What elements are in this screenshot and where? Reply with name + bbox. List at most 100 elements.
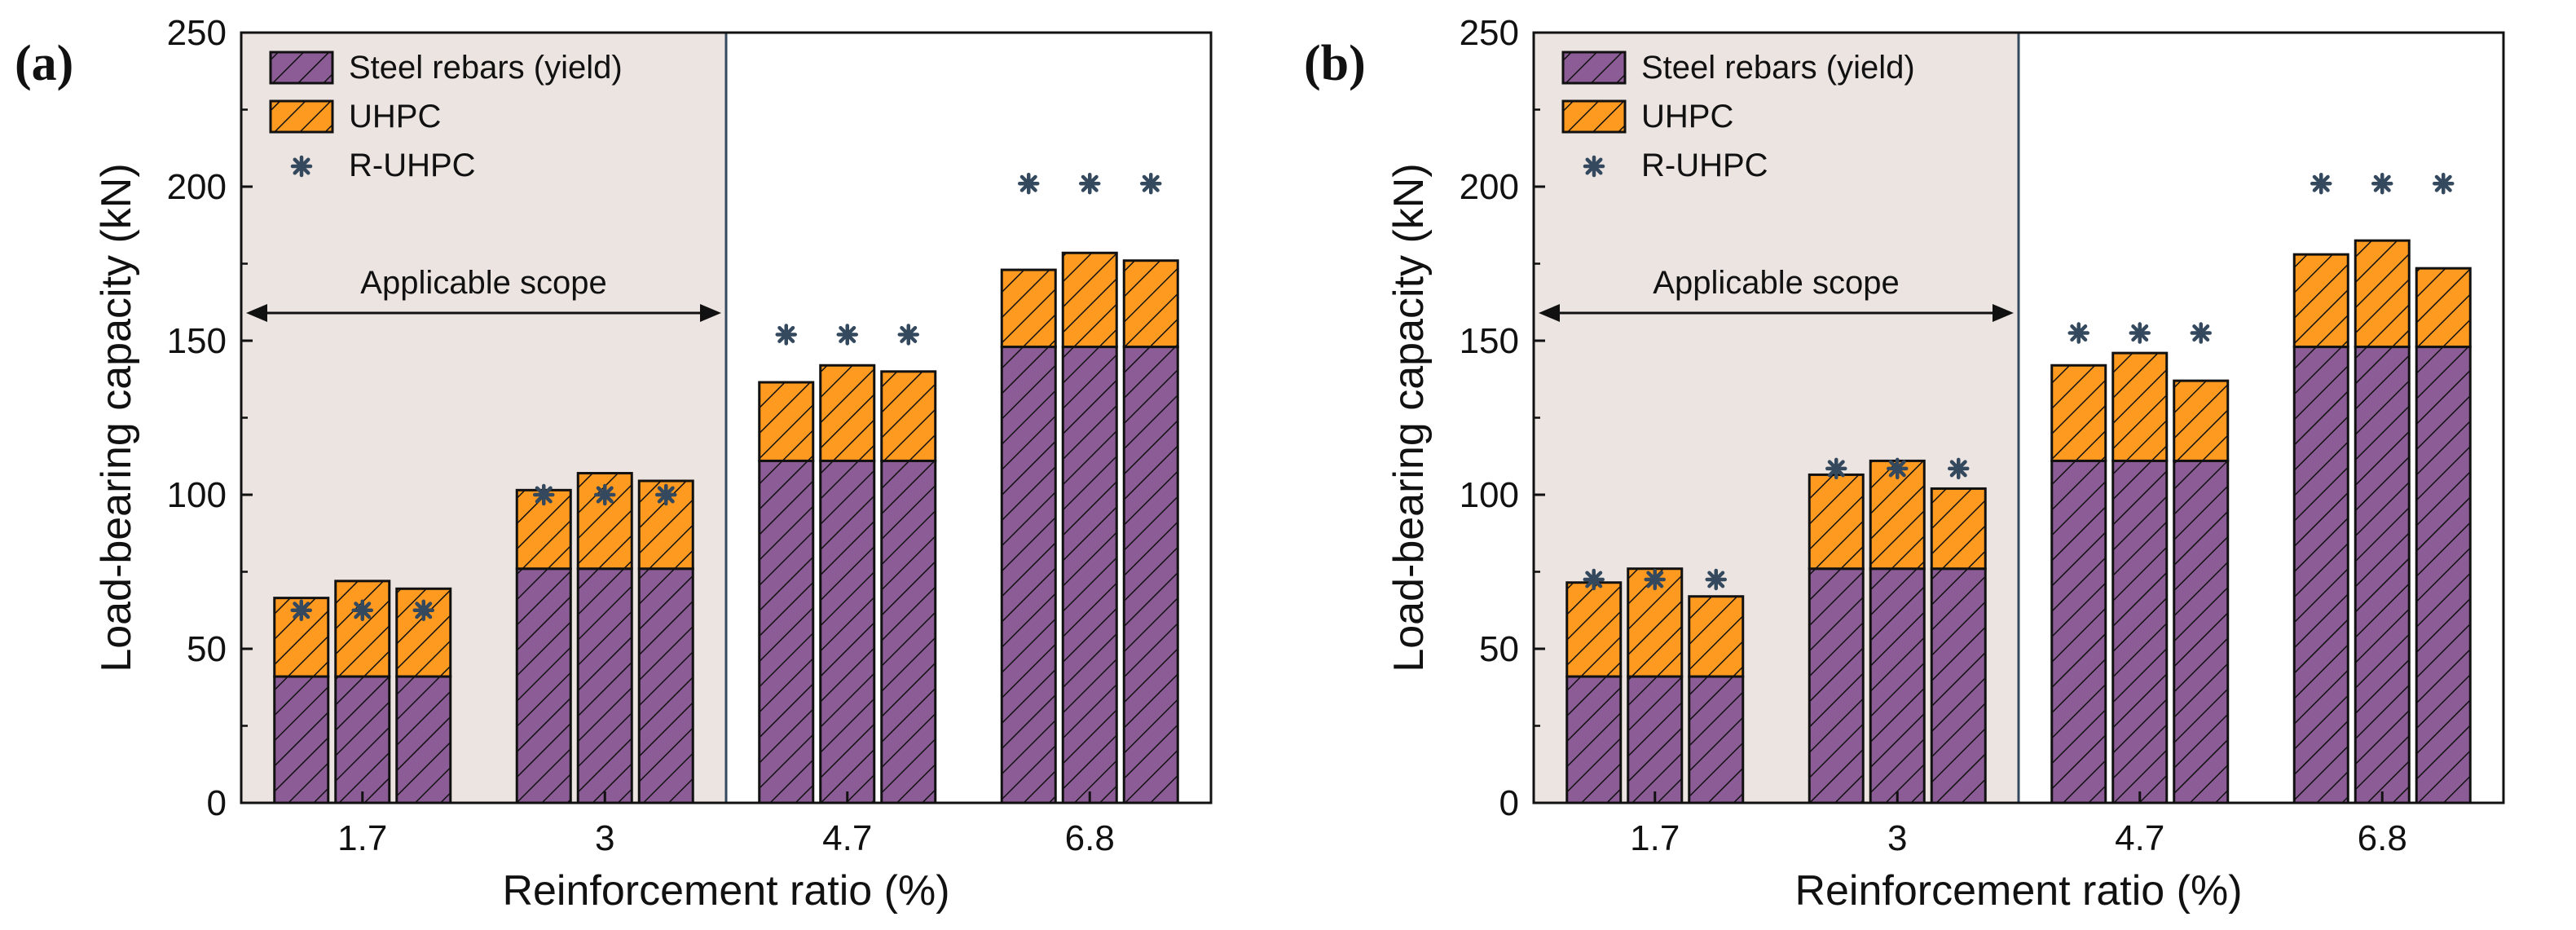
y-tick-label: 150 (1460, 321, 1519, 361)
y-tick-label: 200 (1460, 167, 1519, 207)
marker-r-uhpc-1.7-2 (1644, 568, 1666, 591)
marker-r-uhpc-3-3 (655, 483, 677, 506)
bar-uhpc-1.7-2 (334, 580, 391, 678)
scope-arrow-left-head (246, 303, 267, 322)
bar-steel-1.7-2 (1627, 675, 1684, 804)
x-tick-label: 6.8 (1065, 818, 1115, 858)
bar-steel-1.7-2 (334, 675, 391, 804)
x-tick-label: 3 (595, 818, 614, 858)
bar-steel-4.7-2 (2111, 459, 2169, 804)
bar-uhpc-1.7-3 (1688, 595, 1745, 678)
bar-uhpc-6.8-2 (2354, 239, 2411, 349)
x-tick-label: 3 (1887, 818, 1907, 858)
bar-steel-4.7-3 (880, 459, 937, 804)
x-axis-title: Reinforcement ratio (%) (1794, 867, 2242, 915)
x-tick-label: 1.7 (337, 818, 387, 858)
bar-steel-3-3 (1930, 567, 1987, 804)
bar-uhpc-4.7-3 (880, 370, 937, 462)
bar-uhpc-6.8-3 (1122, 259, 1179, 349)
marker-r-uhpc-6.8-2 (1079, 172, 1101, 195)
legend-swatch-uhpc (1561, 99, 1627, 134)
bar-uhpc-6.8-3 (2415, 267, 2472, 349)
bar-steel-6.8-1 (1000, 346, 1057, 804)
legend-label-r-uhpc: R-UHPC (1641, 148, 1768, 183)
legend-marker-r-uhpc (290, 155, 313, 178)
scope-arrow-right-head (1993, 303, 2014, 322)
marker-r-uhpc-1.7-1 (290, 599, 312, 621)
bar-uhpc-3-1 (515, 488, 572, 571)
legend-swatch-steel (1561, 51, 1627, 85)
marker-r-uhpc-1.7-1 (1583, 568, 1605, 591)
bar-steel-3-3 (637, 567, 694, 804)
y-tick-label: 50 (1479, 629, 1519, 669)
bar-uhpc-3-3 (637, 479, 694, 571)
bar-steel-6.8-3 (1122, 346, 1179, 804)
x-tick-label: 6.8 (2358, 818, 2407, 858)
chart-panel-a: 0 50 100 150 200 250 1.7 3 4.7 6.8 Reinforcement r… (15, 13, 1213, 915)
marker-r-uhpc-3-3 (1948, 457, 1970, 480)
marker-r-uhpc-4.7-3 (897, 324, 919, 346)
bar-uhpc-4.7-2 (819, 364, 876, 462)
y-tick-label: 250 (1460, 13, 1519, 53)
scope-label: Applicable scope (360, 265, 606, 301)
legend-label-uhpc: UHPC (349, 99, 441, 134)
bar-uhpc-3-1 (1808, 473, 1865, 571)
y-tick-label: 200 (167, 167, 227, 207)
y-tick-label: 100 (1460, 475, 1519, 515)
marker-r-uhpc-3-1 (1825, 457, 1847, 480)
x-tick-label: 1.7 (1630, 818, 1680, 858)
bar-uhpc-6.8-2 (1061, 251, 1118, 349)
y-tick-label: 0 (207, 783, 227, 823)
legend-marker-r-uhpc (1583, 155, 1605, 178)
marker-r-uhpc-4.7-1 (2067, 322, 2089, 344)
marker-r-uhpc-3-2 (1887, 457, 1909, 480)
bar-steel-4.7-1 (2050, 459, 2107, 804)
bar-steel-1.7-1 (273, 675, 330, 804)
bar-steel-6.8-2 (2354, 346, 2411, 804)
bar-steel-6.8-2 (1061, 346, 1118, 804)
marker-r-uhpc-4.7-3 (2190, 322, 2212, 344)
marker-r-uhpc-4.7-2 (2129, 322, 2151, 344)
marker-r-uhpc-3-1 (533, 483, 555, 506)
bar-steel-3-1 (1808, 567, 1865, 804)
marker-r-uhpc-3-2 (594, 483, 616, 506)
marker-r-uhpc-4.7-1 (775, 324, 797, 346)
marker-r-uhpc-6.8-1 (1018, 172, 1040, 195)
bar-steel-6.8-1 (2292, 346, 2349, 804)
marker-r-uhpc-6.8-3 (2433, 172, 2455, 195)
x-axis-title: Reinforcement ratio (%) (502, 867, 949, 915)
bar-uhpc-4.7-1 (2050, 364, 2107, 462)
bar-steel-3-1 (515, 567, 572, 804)
legend-swatch-uhpc (269, 99, 334, 134)
bar-uhpc-4.7-1 (758, 381, 815, 462)
bar-steel-3-2 (576, 567, 633, 804)
panel-label: (a) (15, 36, 73, 91)
chart-panel-b: 0 50 100 150 200 250 1.7 3 4.7 6.8 Reinforcement r… (1304, 13, 2505, 915)
marker-r-uhpc-6.8-2 (2371, 172, 2393, 195)
panel-label: (b) (1304, 36, 1366, 91)
x-tick-label: 4.7 (2115, 818, 2164, 858)
bar-steel-4.7-3 (2173, 459, 2230, 804)
bar-uhpc-4.7-3 (2173, 379, 2230, 462)
y-tick-label: 50 (187, 629, 227, 669)
scope-arrow-left-head (1539, 303, 1560, 322)
bar-steel-1.7-1 (1565, 675, 1623, 804)
marker-r-uhpc-1.7-3 (412, 599, 434, 621)
legend-label-steel: Steel rebars (yield) (349, 50, 623, 86)
bar-uhpc-4.7-2 (2111, 351, 2169, 462)
y-tick-label: 150 (167, 321, 227, 361)
marker-r-uhpc-6.8-3 (1140, 172, 1162, 195)
bar-steel-6.8-3 (2415, 346, 2472, 804)
bar-steel-1.7-3 (1688, 675, 1745, 804)
bar-steel-4.7-1 (758, 459, 815, 804)
marker-r-uhpc-1.7-3 (1705, 568, 1727, 591)
bar-uhpc-1.7-1 (1565, 581, 1623, 678)
scope-label: Applicable scope (1653, 265, 1899, 301)
bar-steel-1.7-3 (395, 675, 452, 804)
y-axis-title: Load-bearing capacity (kN) (1385, 163, 1433, 672)
marker-r-uhpc-1.7-2 (351, 599, 373, 621)
legend-label-r-uhpc: R-UHPC (349, 148, 476, 183)
bar-steel-4.7-2 (819, 459, 876, 804)
y-tick-label: 0 (1499, 783, 1519, 823)
